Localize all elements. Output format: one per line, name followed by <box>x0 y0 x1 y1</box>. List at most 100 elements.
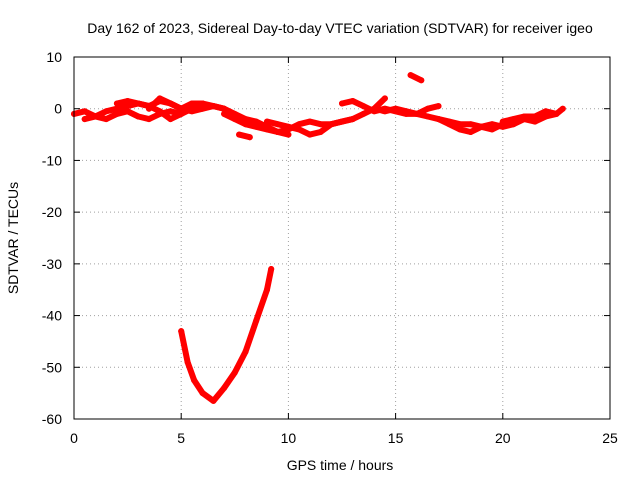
data-point <box>167 116 174 123</box>
data-point <box>532 113 538 120</box>
data-point <box>381 95 388 102</box>
data-point <box>467 121 474 128</box>
data-point <box>191 377 198 384</box>
data-point <box>253 123 260 130</box>
data-point <box>184 359 191 366</box>
data-point <box>199 390 206 397</box>
data-point <box>499 123 506 130</box>
data-point <box>103 116 110 123</box>
data-point <box>188 100 195 107</box>
data-point <box>221 110 228 117</box>
x-tick-label: 20 <box>495 430 511 446</box>
data-point <box>435 116 442 123</box>
data-point <box>156 108 163 115</box>
data-point <box>178 328 185 335</box>
data-point <box>210 103 217 110</box>
data-point <box>199 105 206 112</box>
y-tick-label: -10 <box>42 152 62 168</box>
data-point <box>296 121 303 128</box>
data-point <box>285 131 292 138</box>
data-point <box>296 126 303 133</box>
data-point <box>124 108 131 115</box>
data-point <box>349 116 356 123</box>
data-point <box>135 100 142 107</box>
data-point <box>559 105 566 112</box>
data-point <box>371 105 378 112</box>
data-point <box>113 100 120 107</box>
data-point <box>242 348 249 355</box>
data-point <box>221 385 228 391</box>
data-point <box>231 116 238 123</box>
data-point <box>146 116 152 123</box>
data-point <box>124 98 131 104</box>
data-point <box>349 98 356 104</box>
y-tick-label: 0 <box>54 101 62 117</box>
data-point <box>167 108 174 115</box>
data-point <box>553 110 560 117</box>
data-point <box>135 113 142 120</box>
data-point <box>392 105 399 112</box>
data-point <box>113 105 120 112</box>
axis-ticks: 0 5 10 15 20 25 10 0 -10 -20 -30 -40 -50 -60 <box>42 49 618 446</box>
x-tick-label: 0 <box>70 430 78 446</box>
data-point <box>306 118 313 125</box>
data-point <box>199 100 206 107</box>
x-tick-label: 25 <box>602 430 618 446</box>
y-tick-label: -40 <box>42 308 62 324</box>
data-point <box>146 105 152 112</box>
data-point <box>188 108 195 115</box>
data-point <box>268 266 275 272</box>
data-point <box>221 105 228 112</box>
x-tick-label: 15 <box>388 430 404 446</box>
y-tick-label: -60 <box>42 411 62 427</box>
data-point <box>274 121 281 128</box>
data-point <box>328 121 335 128</box>
data-point <box>81 108 88 115</box>
data-point <box>532 118 538 125</box>
data-point <box>306 131 313 138</box>
data-point <box>478 123 485 130</box>
data-point <box>489 121 496 128</box>
data-point <box>113 110 120 117</box>
data-point <box>521 113 528 120</box>
data-point <box>264 126 270 133</box>
data-point <box>178 110 185 117</box>
chart-title: Day 162 of 2023, Sidereal Day-to-day VTE… <box>87 20 593 36</box>
data-point <box>264 118 270 125</box>
data-point <box>124 103 131 110</box>
data-point <box>424 105 431 112</box>
data-point <box>317 129 324 135</box>
data-point <box>236 131 243 138</box>
y-tick-label: -20 <box>42 204 62 220</box>
grid-lines <box>74 57 610 419</box>
data-point <box>424 113 431 120</box>
data-point <box>339 100 345 107</box>
data-point <box>103 108 110 115</box>
plot-frame <box>73 56 611 420</box>
data-point <box>274 129 281 135</box>
data-point <box>510 116 517 123</box>
data-point <box>156 95 163 102</box>
x-tick-label: 5 <box>177 430 185 446</box>
data-point <box>489 126 496 133</box>
x-axis-label: GPS time / hours <box>287 457 394 473</box>
data-point <box>414 110 420 117</box>
data-series <box>71 72 566 404</box>
data-point <box>339 118 345 125</box>
data-point <box>285 123 292 130</box>
data-point <box>435 103 442 110</box>
data-point <box>178 105 185 112</box>
y-tick-label: 10 <box>46 49 62 65</box>
data-point <box>360 103 367 110</box>
x-tick-label: 10 <box>281 430 297 446</box>
data-point <box>499 118 506 125</box>
data-point <box>242 121 249 128</box>
data-point <box>456 126 463 133</box>
data-point <box>167 100 174 107</box>
y-tick-label: -50 <box>42 359 62 375</box>
y-tick-label: -30 <box>42 256 62 272</box>
data-point <box>92 113 99 120</box>
data-point <box>542 108 549 115</box>
data-point <box>246 134 253 141</box>
